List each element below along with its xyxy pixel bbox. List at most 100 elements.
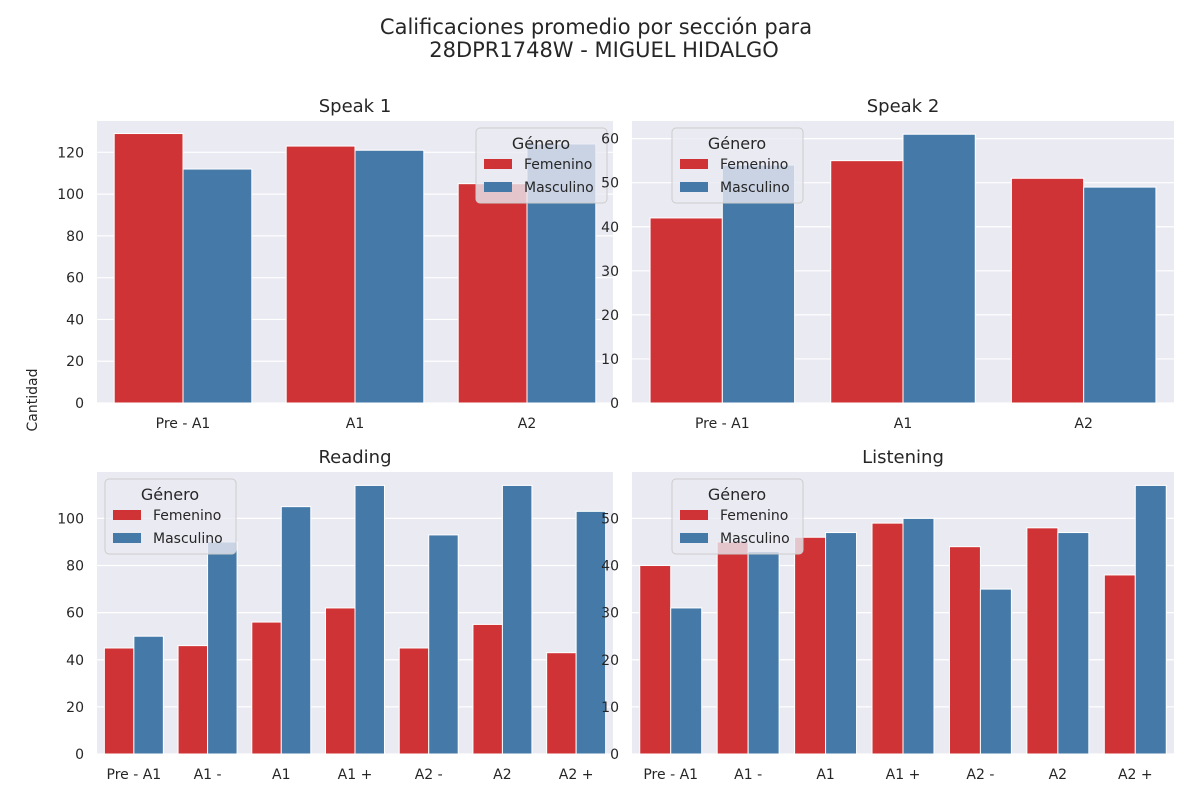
- legend-title: Género: [708, 134, 766, 153]
- y-tick-label: 60: [66, 606, 84, 622]
- bar-femenino-prea1: [649, 217, 723, 404]
- bar-femenino-a2: [1026, 527, 1059, 755]
- bar-femenino-a2: [457, 183, 528, 404]
- bar-masculino-a2: [501, 484, 533, 755]
- x-tick-label: A1 -: [734, 767, 762, 783]
- x-tick-label: A2 -: [966, 767, 994, 783]
- figure-title-line-2: 28DPR1748W - MIGUEL HIDALGO: [429, 38, 779, 62]
- legend: Género Femenino Masculino: [671, 478, 804, 555]
- x-tick-label: Pre - A1: [643, 767, 698, 783]
- y-tick-label: 120: [57, 145, 84, 161]
- panel-speak-1: 0 20 40 60 80 100 120 Pre - A1 A1 A2 Speak 1 Género…: [57, 96, 613, 432]
- x-tick-label: A1: [894, 416, 912, 432]
- y-tick-label: 10: [601, 352, 619, 368]
- legend-swatch-masculino: [680, 182, 708, 192]
- bar-masculino-prea1: [182, 168, 253, 404]
- y-tick-label: 80: [66, 559, 84, 575]
- x-tick-label: Pre - A1: [156, 416, 211, 432]
- x-tick-label: A2 +: [1118, 767, 1153, 783]
- x-tick-label: Pre - A1: [107, 767, 162, 783]
- bar-masculino-prea1: [721, 164, 796, 404]
- legend: Género Femenino Masculino: [475, 127, 608, 204]
- bar-femenino-a2: [1103, 574, 1136, 755]
- y-tick-label: 20: [66, 700, 84, 716]
- legend-label-masculino: Masculino: [524, 180, 594, 196]
- y-tick-label: 50: [601, 511, 619, 527]
- legend-title: Género: [512, 134, 570, 153]
- y-axis-label: Cantidad: [25, 369, 41, 432]
- x-tick-label: A2: [1049, 767, 1067, 783]
- bar-femenino-a1: [251, 621, 282, 755]
- y-tick-label: 0: [610, 747, 619, 763]
- legend-label-masculino: Masculino: [153, 531, 223, 547]
- bar-masculino-a2: [979, 588, 1012, 755]
- bar-femenino-a2: [398, 647, 430, 755]
- legend-swatch-femenino: [680, 510, 708, 520]
- y-tick-label: 0: [75, 747, 84, 763]
- y-tick-label: 30: [601, 606, 619, 622]
- legend-swatch-femenino: [484, 159, 512, 169]
- panel-title: Speak 1: [319, 96, 392, 117]
- bar-masculino-a1: [280, 506, 312, 755]
- legend-label-femenino: Femenino: [153, 508, 221, 524]
- bar-masculino-a1: [354, 484, 385, 755]
- bar-masculino-a1: [747, 550, 780, 755]
- bar-femenino-a2: [948, 546, 981, 755]
- y-tick-label: 10: [601, 700, 619, 716]
- panel-reading: 0 20 40 60 80 100 Pre - A1 A1 - A1 A1 + A2 - A2 A2 +…: [57, 447, 613, 783]
- bar-femenino-a2: [1010, 177, 1085, 404]
- panel-listening: 0 10 20 30 40 50 Pre - A1 A1 - A1 A1 + A2 - A2 A2 + L…: [601, 447, 1174, 783]
- x-tick-label: A1 -: [194, 767, 222, 783]
- bar-femenino-a1: [871, 522, 904, 755]
- bar-masculino-a1: [207, 541, 238, 755]
- bar-masculino-prea1: [133, 635, 164, 755]
- x-tick-label: A2 +: [559, 767, 594, 783]
- legend-label-femenino: Femenino: [720, 157, 788, 173]
- bar-femenino-a1: [285, 145, 356, 404]
- x-tick-label: A2: [493, 767, 511, 783]
- bar-masculino-a2: [1083, 186, 1157, 404]
- legend-swatch-femenino: [680, 159, 708, 169]
- y-tick-label: 0: [610, 396, 619, 412]
- legend-label-femenino: Femenino: [524, 157, 592, 173]
- bar-femenino-a1: [794, 536, 827, 755]
- legend: Género Femenino Masculino: [104, 478, 237, 555]
- bar-femenino-a2: [546, 652, 577, 755]
- bar-femenino-prea1: [639, 565, 672, 755]
- legend-swatch-femenino: [113, 510, 141, 520]
- legend-title: Género: [708, 485, 766, 504]
- y-tick-label: 20: [601, 308, 619, 324]
- legend-swatch-masculino: [680, 533, 708, 543]
- bar-masculino-a2: [575, 510, 607, 755]
- bar-femenino-a1: [177, 645, 209, 755]
- bar-masculino-a2: [1057, 532, 1090, 755]
- y-tick-label: 80: [66, 229, 84, 245]
- legend-label-masculino: Masculino: [720, 180, 790, 196]
- x-tick-label: A1 +: [886, 767, 921, 783]
- x-tick-label: A1: [346, 416, 364, 432]
- legend-swatch-masculino: [484, 182, 512, 192]
- x-tick-label: A1: [816, 767, 834, 783]
- bar-femenino-a1: [716, 541, 749, 755]
- bar-femenino-a2: [472, 623, 503, 755]
- x-tick-label: A2: [1074, 416, 1092, 432]
- x-tick-label: A1: [272, 767, 290, 783]
- panel-title: Speak 2: [867, 96, 940, 117]
- y-tick-label: 100: [57, 187, 84, 203]
- y-tick-label: 0: [75, 396, 84, 412]
- legend-swatch-masculino: [113, 533, 141, 543]
- bar-masculino-a2: [1134, 484, 1167, 755]
- bar-femenino-a1: [325, 607, 356, 755]
- bar-femenino-prea1: [103, 647, 135, 755]
- bar-femenino-a1: [830, 160, 904, 404]
- panel-speak-2: 0 10 20 30 40 50 60 Pre - A1 A1 A2 Speak 2 Género Fe…: [601, 96, 1174, 432]
- y-tick-label: 100: [57, 511, 84, 527]
- legend-title: Género: [141, 485, 199, 504]
- bar-masculino-prea1: [670, 607, 703, 755]
- figure-title-line-1: Calificaciones promedio por sección para: [380, 15, 812, 39]
- y-tick-label: 60: [66, 271, 84, 287]
- x-tick-label: A1 +: [338, 767, 373, 783]
- y-tick-label: 40: [601, 559, 619, 575]
